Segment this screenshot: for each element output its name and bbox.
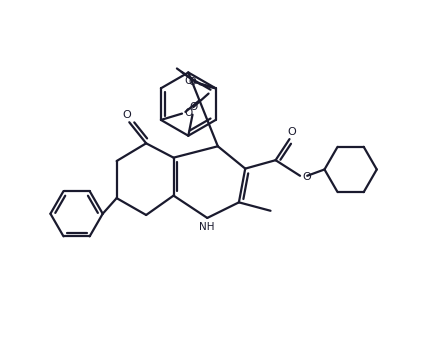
Text: NH: NH (199, 222, 214, 232)
Text: O: O (287, 126, 296, 136)
Text: O: O (303, 172, 312, 182)
Text: O: O (184, 108, 193, 118)
Text: O: O (189, 102, 198, 112)
Text: O: O (189, 77, 196, 87)
Text: O: O (123, 110, 132, 120)
Text: O: O (184, 76, 193, 86)
